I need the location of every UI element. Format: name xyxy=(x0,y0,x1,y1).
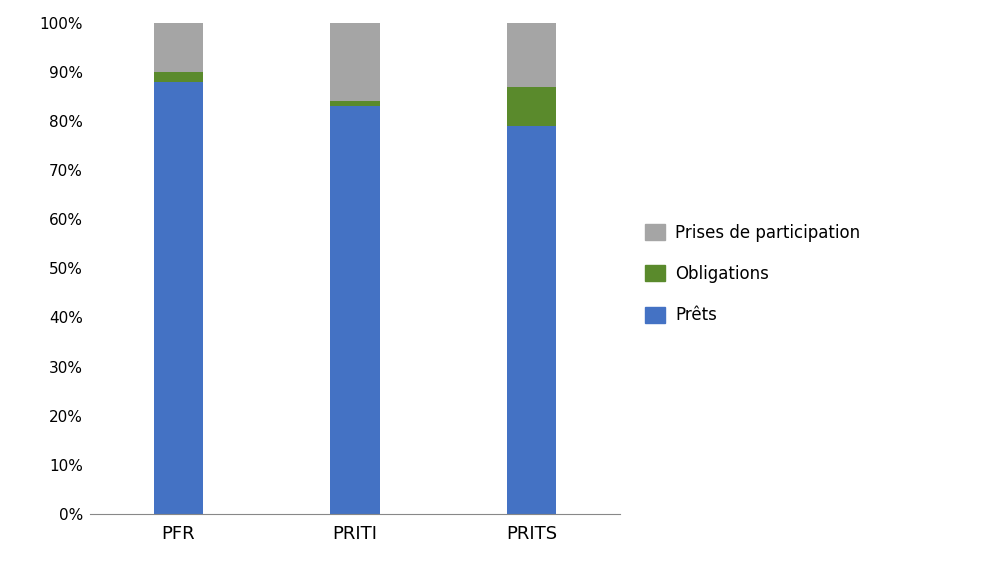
Bar xyxy=(154,23,203,72)
Legend: Prises de participation, Obligations, Prêts: Prises de participation, Obligations, Pr… xyxy=(638,217,867,331)
Bar xyxy=(154,72,203,82)
Bar xyxy=(507,87,556,126)
Bar xyxy=(154,82,203,514)
Bar xyxy=(330,23,380,102)
Bar xyxy=(507,126,556,514)
Bar xyxy=(330,106,380,514)
Bar xyxy=(330,102,380,106)
Bar xyxy=(507,23,556,87)
